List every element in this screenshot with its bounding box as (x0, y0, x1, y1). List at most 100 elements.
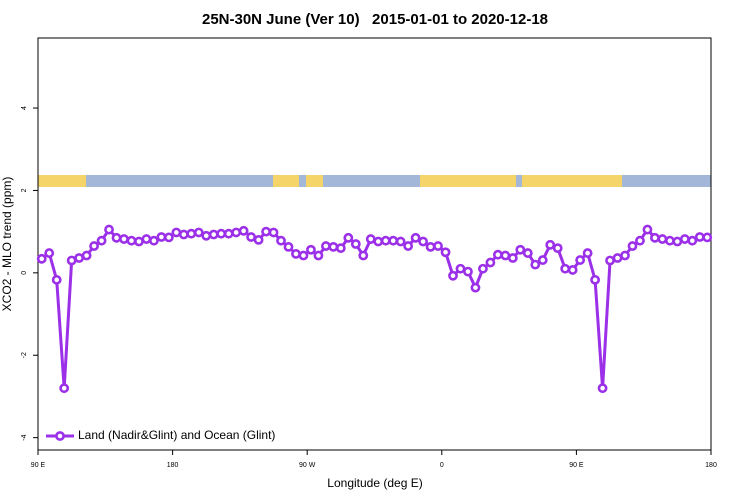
data-point (545, 239, 556, 250)
data-point (567, 265, 578, 275)
land-strip (306, 175, 323, 187)
legend-swatch-point (55, 431, 65, 441)
data-point (679, 234, 690, 244)
data-point (223, 228, 234, 239)
data-point (216, 228, 227, 239)
data-point (373, 236, 384, 247)
data-point (134, 236, 144, 247)
data-point (313, 250, 324, 261)
data-point (560, 263, 571, 274)
data-point (672, 236, 683, 247)
data-point (104, 224, 114, 235)
data-point (537, 255, 548, 265)
data-point (335, 243, 346, 254)
chart-title: 25N-30N June (Ver 10) 2015-01-01 to 2020… (202, 11, 548, 28)
data-point (66, 255, 77, 266)
x-tick-label: 90 E (569, 462, 584, 469)
data-point (448, 270, 458, 281)
data-point (298, 250, 309, 261)
data-point (246, 232, 257, 242)
data-point (268, 227, 279, 238)
data-point (306, 244, 316, 255)
legend-label: Land (Nadir&Glint) and Ocean (Glint) (78, 428, 275, 442)
y-tick-label: 4 (21, 106, 28, 110)
data-point (433, 241, 443, 251)
data-point (612, 253, 623, 263)
land-strip (38, 175, 86, 187)
land-strip (420, 175, 516, 187)
data-point (605, 255, 615, 266)
data-point (552, 243, 563, 254)
data-point (470, 282, 481, 293)
data-point (193, 227, 204, 238)
data-point (291, 248, 301, 259)
data-point (149, 235, 159, 246)
data-point (642, 224, 653, 235)
data-point (156, 232, 167, 242)
data-point (89, 241, 99, 251)
data-point (171, 227, 182, 238)
data-point (590, 274, 600, 285)
data-point (231, 227, 242, 238)
data-point (582, 248, 593, 258)
data-point (657, 234, 668, 244)
data-point (201, 230, 212, 241)
data-point (163, 232, 174, 243)
data-point (635, 235, 645, 246)
land-strip (273, 175, 299, 187)
data-point (403, 241, 414, 251)
data-point (425, 241, 436, 252)
data-point (694, 232, 705, 242)
data-point (687, 235, 698, 246)
data-point (119, 234, 129, 244)
x-tick-label: 90 W (299, 462, 316, 469)
data-point (343, 232, 354, 243)
data-point (627, 241, 638, 251)
land-strip (522, 175, 622, 187)
data-point (365, 234, 376, 244)
data-point (463, 266, 473, 277)
data-point (276, 235, 286, 246)
plot-frame (37, 37, 712, 451)
data-point (492, 249, 503, 260)
data-point (111, 232, 122, 243)
data-point (418, 236, 429, 247)
land-mask-strip (38, 175, 711, 187)
data-point (141, 234, 152, 244)
data-point (522, 248, 533, 258)
y-tick-label: -4 (21, 434, 28, 440)
data-point (51, 274, 62, 285)
x-tick-label: 180 (167, 462, 179, 469)
data-point (59, 383, 70, 394)
data-point (515, 244, 526, 255)
data-point (575, 255, 586, 265)
x-axis-label: Longitude (deg E) (327, 476, 422, 490)
data-point (380, 235, 391, 246)
data-point (395, 236, 406, 247)
data-point (500, 250, 511, 261)
data-point (36, 253, 47, 264)
data-point (455, 263, 466, 274)
data-point (178, 229, 189, 240)
data-point (238, 225, 249, 236)
y-tick-label: -2 (21, 352, 28, 358)
x-tick-label: 90 E (31, 462, 46, 469)
data-point (283, 241, 294, 252)
data-point (388, 235, 399, 246)
data-point (702, 232, 713, 243)
data-point (410, 232, 421, 243)
data-point (320, 241, 331, 251)
y-tick-label: 2 (21, 188, 28, 192)
data-point (350, 239, 361, 249)
data-point (478, 263, 488, 274)
data-point (253, 234, 264, 245)
y-tick-label: 0 (21, 271, 28, 275)
data-point (485, 257, 496, 268)
x-tick-label: 0 (440, 462, 444, 469)
data-point (81, 250, 92, 261)
data-point (261, 226, 271, 237)
data-point (650, 232, 660, 243)
data-point (358, 250, 369, 261)
data-point (507, 253, 518, 263)
